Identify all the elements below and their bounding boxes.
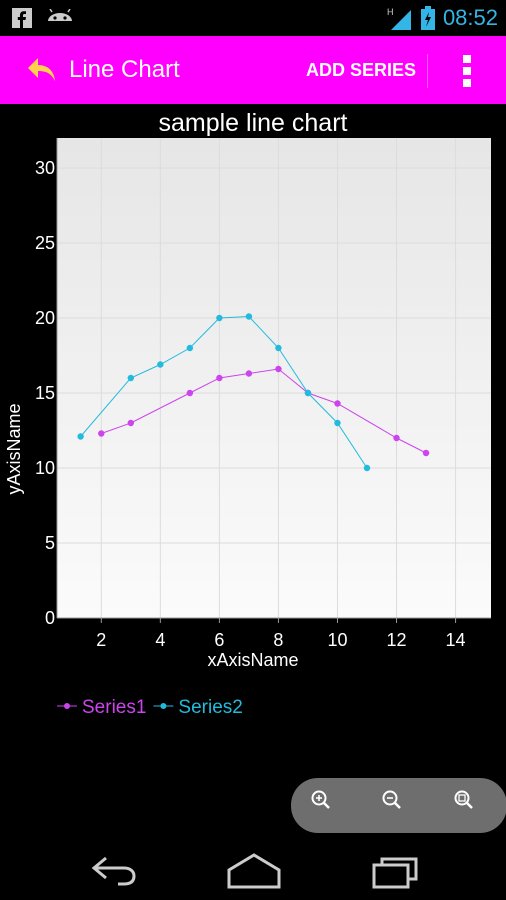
- y-axis-label: yAxisName: [4, 403, 24, 494]
- legend-swatch-point: [160, 703, 167, 709]
- y-tick-label: 0: [45, 608, 55, 628]
- zoom-controls: [291, 778, 506, 833]
- series-group: [77, 313, 430, 472]
- facebook-icon: [12, 8, 32, 28]
- data-point: [363, 464, 371, 472]
- chart-title: sample line chart: [159, 109, 348, 137]
- data-point: [422, 449, 430, 457]
- zoom-out-icon[interactable]: [379, 789, 405, 815]
- x-tick-label: 8: [273, 630, 283, 650]
- data-point: [245, 370, 253, 377]
- data-point: [245, 313, 253, 320]
- signal-icon: H: [387, 7, 411, 30]
- line-chart[interactable]: sample line chart 2 4 6 8 10 12 14 0 5 10 15 20 25 3…: [0, 104, 506, 724]
- action-divider: [427, 54, 428, 88]
- navigation-bar: [0, 840, 506, 900]
- data-point: [275, 365, 282, 373]
- data-point: [186, 344, 194, 352]
- svg-text:H: H: [387, 7, 394, 17]
- x-tick-label: 6: [214, 630, 224, 650]
- add-series-button[interactable]: ADD SERIES: [306, 60, 417, 80]
- battery-icon: [420, 6, 435, 30]
- data-point: [157, 361, 164, 368]
- series-line: [101, 368, 427, 454]
- data-point: [127, 419, 135, 427]
- data-point: [186, 389, 194, 397]
- x-tick-label: 12: [387, 630, 407, 650]
- back-nav-icon[interactable]: [84, 850, 144, 890]
- plot-area: [57, 138, 491, 618]
- y-tick-label: 30: [35, 158, 55, 178]
- y-tick-labels: 0 5 10 15 20 25 30: [35, 158, 55, 628]
- y-tick-label: 25: [35, 233, 55, 253]
- status-bar: H 08:52: [0, 0, 506, 36]
- android-icon: [46, 9, 74, 27]
- home-nav-icon[interactable]: [224, 850, 284, 890]
- x-tick-label: 4: [155, 630, 165, 650]
- screen-title: Line Chart: [69, 56, 180, 83]
- y-tick-label: 20: [35, 308, 55, 328]
- data-point: [98, 430, 105, 437]
- legend-swatch-point: [64, 703, 70, 709]
- x-tick-label: 14: [446, 630, 466, 650]
- status-time: 08:52: [442, 5, 498, 30]
- x-axis-label: xAxisName: [207, 650, 298, 670]
- legend: Series1 Series2: [57, 697, 243, 718]
- recent-apps-icon[interactable]: [366, 850, 426, 890]
- zoom-reset-icon[interactable]: [451, 789, 477, 815]
- x-tick-labels: 2 4 6 8 10 12 14: [96, 618, 466, 650]
- data-point: [334, 419, 341, 427]
- overflow-menu-icon[interactable]: [461, 53, 473, 89]
- zoom-in-icon[interactable]: [308, 789, 334, 815]
- legend-label: Series1: [82, 697, 146, 718]
- y-tick-label: 10: [35, 458, 55, 478]
- data-point: [77, 433, 84, 440]
- action-bar: Line Chart ADD SERIES: [0, 36, 506, 104]
- up-arrow-icon[interactable]: [26, 56, 58, 84]
- y-tick-label: 5: [45, 533, 55, 553]
- data-point: [393, 434, 400, 442]
- data-point: [127, 374, 135, 382]
- x-tick-label: 2: [96, 630, 106, 650]
- y-tick-label: 15: [35, 383, 55, 403]
- data-point: [334, 400, 341, 407]
- series-line: [80, 315, 368, 469]
- legend-label: Series2: [178, 697, 242, 718]
- data-point: [216, 314, 223, 322]
- data-point: [275, 344, 282, 352]
- data-point: [216, 374, 223, 382]
- data-point: [304, 389, 312, 397]
- x-tick-label: 10: [327, 630, 347, 650]
